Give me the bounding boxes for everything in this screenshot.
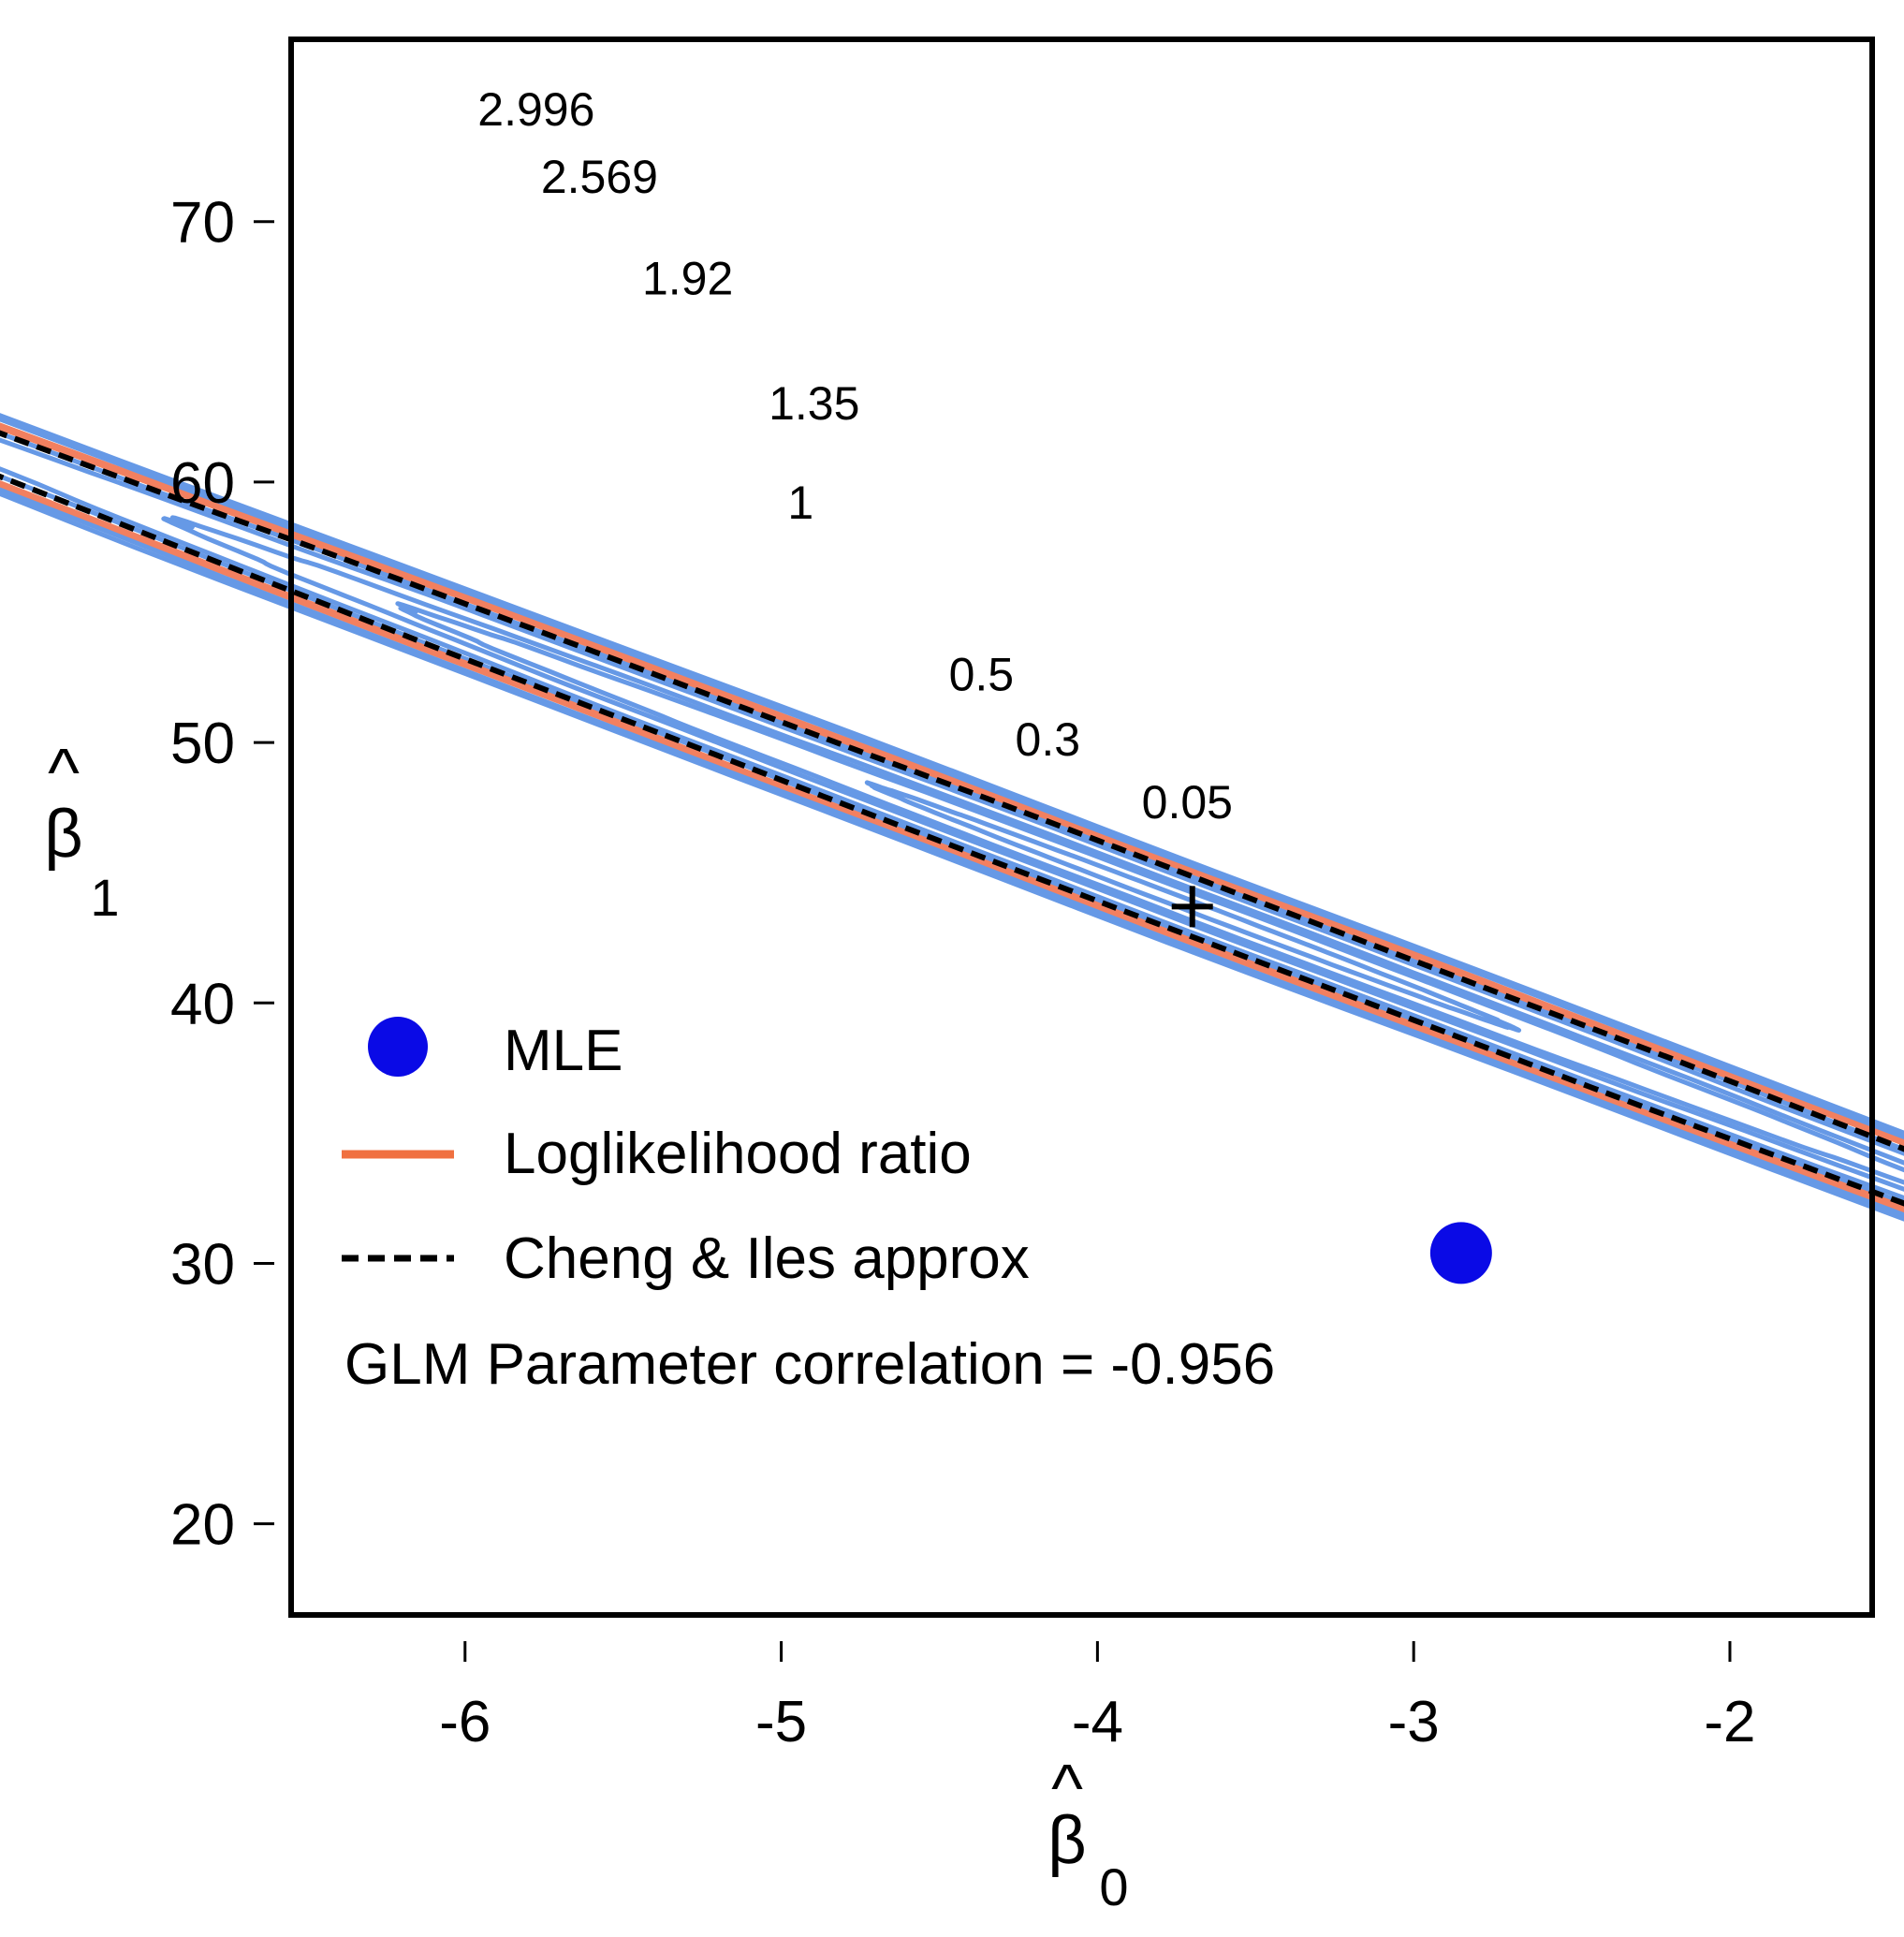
y-tick-label: 20 xyxy=(170,1493,235,1558)
x-axis-subscript: 0 xyxy=(1099,1857,1128,1916)
contour-label: 1.92 xyxy=(642,253,733,305)
y-tick-label: 60 xyxy=(170,451,235,516)
contour-line xyxy=(0,437,1904,1201)
contour-label: 0.05 xyxy=(1142,776,1233,829)
y-axis-symbol: β xyxy=(44,797,82,872)
contour-label-bg xyxy=(1135,780,1251,828)
contour-label-bg xyxy=(535,155,676,203)
legend-mle-marker xyxy=(368,1017,428,1077)
contour-label: 2.996 xyxy=(477,83,594,136)
y-axis: 20 30 40 50 60 70 xyxy=(170,191,274,1558)
x-tick-label: -6 xyxy=(439,1690,491,1754)
contour-line xyxy=(395,601,1904,1185)
y-axis-title: ^ β 1 xyxy=(44,736,119,927)
contour-label-bg xyxy=(1009,718,1098,765)
legend-mle-label: MLE xyxy=(504,1019,622,1083)
y-tick-label: 30 xyxy=(170,1232,235,1297)
x-tick-label: -3 xyxy=(1388,1690,1440,1754)
mle-point xyxy=(1429,1222,1492,1284)
contour-line xyxy=(864,780,1522,1033)
y-tick-label: 50 xyxy=(170,712,235,776)
plot-frame xyxy=(288,37,1875,1618)
contour-label: 1.35 xyxy=(769,377,859,430)
contour-labels: 0.05 0.30.5 1 1.35 1.92 2.569 2.996 xyxy=(472,83,1251,829)
x-axis-hat: ^ xyxy=(1051,1752,1083,1827)
x-tick-label: -4 xyxy=(1072,1690,1123,1754)
contour-layer xyxy=(0,413,1904,1222)
contour-label-bg xyxy=(763,382,878,430)
contour-label-bg xyxy=(636,257,751,304)
y-tick-label: 40 xyxy=(170,972,235,1036)
contour-line xyxy=(161,515,1904,1192)
legend-correlation-note: GLM Parameter correlation = -0.956 xyxy=(344,1332,1275,1397)
legend-loglikelihood-label: Loglikelihood ratio xyxy=(504,1122,972,1186)
contour-label-bg xyxy=(782,480,818,528)
x-tick-label: -2 xyxy=(1704,1690,1755,1754)
contour-label-bg xyxy=(943,653,1032,700)
x-tick-label: -5 xyxy=(755,1690,807,1754)
y-tick-label: 70 xyxy=(170,191,235,256)
y-axis-hat: ^ xyxy=(48,736,80,811)
legend: MLE Loglikelihood ratio Cheng & Iles app… xyxy=(342,1017,1275,1397)
contour-label: 2.569 xyxy=(541,151,658,203)
x-axis-title: ^ β 0 xyxy=(1047,1752,1128,1916)
legend-approx-label: Cheng & Iles approx xyxy=(504,1226,1030,1291)
contour-label: 0.5 xyxy=(949,648,1015,700)
x-axis: -6 -5 -4 -3 -2 xyxy=(439,1641,1756,1754)
contour-label: 1 xyxy=(787,477,813,529)
marker-layer xyxy=(1171,886,1492,1284)
contour-label: 0.3 xyxy=(1016,713,1081,766)
x-axis-symbol: β xyxy=(1047,1803,1086,1878)
contour-label-bg xyxy=(472,87,613,135)
y-axis-subscript: 1 xyxy=(90,868,119,927)
